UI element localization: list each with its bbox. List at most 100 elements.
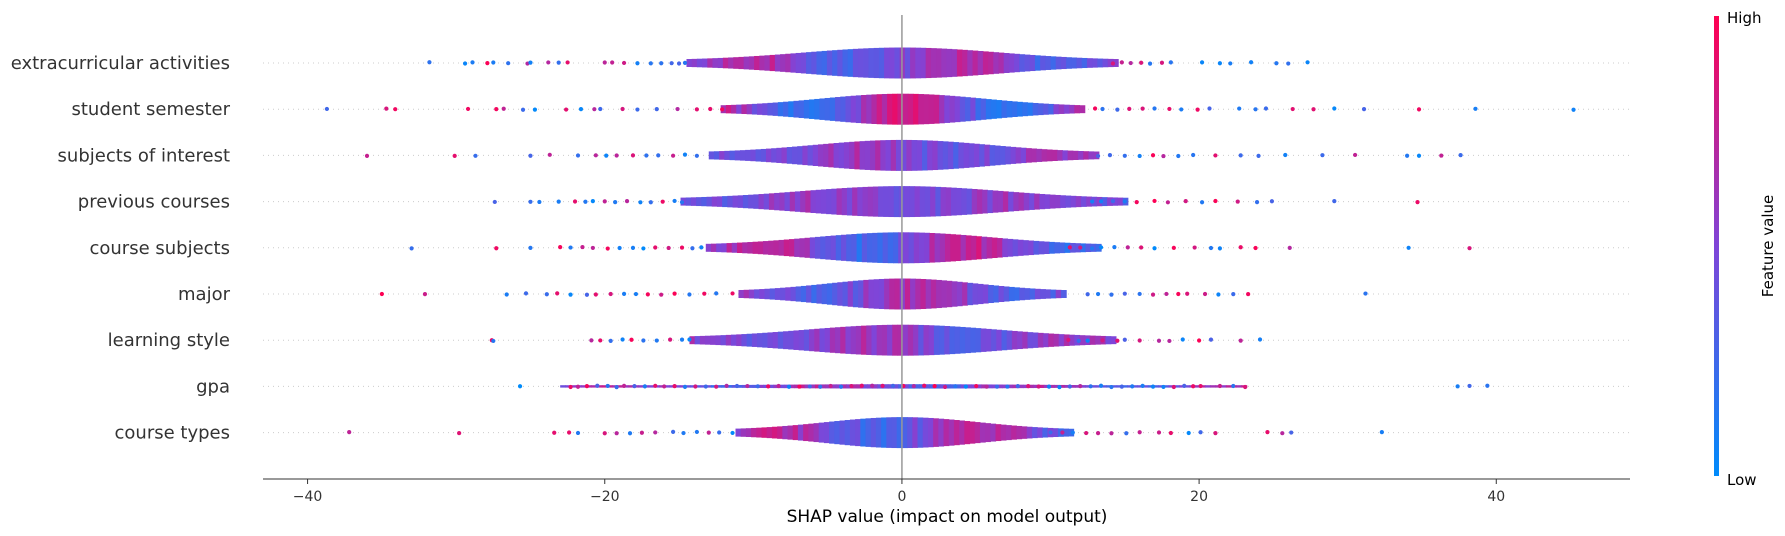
- violin-slice: [893, 384, 899, 389]
- violin-slice: [985, 423, 991, 443]
- violin-slice: [745, 428, 752, 438]
- data-point: [491, 338, 496, 344]
- data-point: [648, 200, 653, 205]
- violin-slice: [705, 385, 712, 388]
- violin-slice: [902, 324, 909, 356]
- data-point: [1095, 153, 1101, 159]
- violin-slice: [731, 384, 738, 388]
- violin-slice: [1205, 385, 1211, 388]
- violin-slice: [722, 57, 729, 69]
- violin-slice: [1018, 192, 1025, 211]
- violin-slice: [783, 101, 789, 117]
- data-point: [501, 106, 506, 111]
- data-point: [669, 61, 674, 66]
- violin-slice: [841, 188, 848, 216]
- violin-slice: [956, 281, 963, 307]
- data-point: [568, 292, 573, 297]
- data-point: [745, 383, 750, 389]
- violin-slice: [780, 287, 786, 301]
- violin-slice: [748, 289, 755, 299]
- violin-slice: [1028, 240, 1035, 256]
- violin-slice: [736, 334, 743, 347]
- violin-slice: [955, 234, 962, 262]
- data-point: [1485, 383, 1490, 388]
- data-point: [580, 244, 585, 250]
- violin-slice: [1001, 100, 1008, 118]
- data-point: [1171, 245, 1176, 250]
- data-point: [1060, 430, 1065, 435]
- violin-slice: [797, 424, 804, 441]
- violin-slice: [866, 325, 873, 355]
- violin-slice: [991, 329, 997, 352]
- violin-slice: [778, 239, 785, 256]
- feature-row: previous courses: [78, 186, 1630, 218]
- violin-slice: [702, 58, 708, 68]
- violin-slice: [788, 239, 795, 257]
- violin-slice: [722, 196, 728, 208]
- violin-slice: [976, 384, 983, 389]
- violin-slice: [783, 331, 789, 350]
- feature-label: course types: [115, 423, 230, 444]
- data-point: [1332, 199, 1337, 204]
- data-point: [528, 60, 533, 65]
- violin-slice: [950, 234, 957, 262]
- violin-slice: [780, 54, 786, 72]
- data-point: [1263, 106, 1269, 111]
- violin-slice: [824, 97, 831, 121]
- violin-slice: [868, 279, 875, 309]
- violin-slice: [997, 384, 1003, 389]
- data-point: [984, 384, 989, 389]
- violin-slice: [816, 51, 823, 75]
- violin-slice: [1225, 385, 1232, 388]
- data-point: [621, 383, 627, 389]
- violin-slice: [889, 278, 896, 310]
- data-point: [963, 384, 968, 389]
- violin-slice: [785, 53, 792, 73]
- violin-body: [735, 417, 1075, 449]
- data-point: [1139, 60, 1144, 65]
- violin-slice: [710, 385, 717, 388]
- data-point: [1439, 153, 1444, 158]
- violin-slice: [726, 385, 733, 388]
- violin-slice: [742, 195, 749, 209]
- violin-slice: [1049, 194, 1056, 209]
- data-point: [364, 153, 370, 158]
- data-point: [485, 61, 490, 66]
- violin-slice: [992, 190, 999, 213]
- violin-slice: [960, 384, 967, 389]
- violin-slice: [743, 289, 750, 299]
- violin-slice: [586, 385, 592, 388]
- data-point: [1128, 60, 1133, 66]
- data-point: [1164, 291, 1169, 297]
- data-point: [1287, 245, 1292, 250]
- violin-slice: [933, 418, 939, 447]
- data-point: [645, 292, 650, 297]
- violin-slice: [985, 328, 992, 352]
- violin-slice: [972, 283, 979, 305]
- violin-slice: [1085, 385, 1092, 388]
- violin-slice: [1022, 102, 1029, 117]
- violin-slice: [691, 58, 698, 68]
- data-point: [659, 292, 664, 297]
- data-point: [942, 384, 948, 390]
- violin-slice: [821, 283, 828, 305]
- violin-slice: [735, 428, 742, 437]
- violin-slice: [1105, 336, 1112, 345]
- violin-slice: [1127, 385, 1133, 388]
- violin-slice: [824, 327, 831, 353]
- violin-slice: [768, 193, 775, 210]
- violin-slice: [784, 192, 791, 212]
- violin-slice: [1016, 425, 1023, 440]
- violin-slice: [1050, 56, 1057, 70]
- data-point: [1254, 199, 1260, 205]
- violin-slice: [887, 384, 894, 389]
- violin-slice: [859, 141, 866, 170]
- violin-slice: [1069, 385, 1076, 388]
- violin-slice: [1019, 54, 1026, 72]
- violin-slice: [817, 144, 824, 167]
- violin-slice: [935, 186, 942, 217]
- data-point: [1036, 384, 1041, 389]
- violin-slice: [1184, 385, 1191, 388]
- violin-slice: [891, 417, 898, 449]
- violin-slice: [1083, 151, 1090, 160]
